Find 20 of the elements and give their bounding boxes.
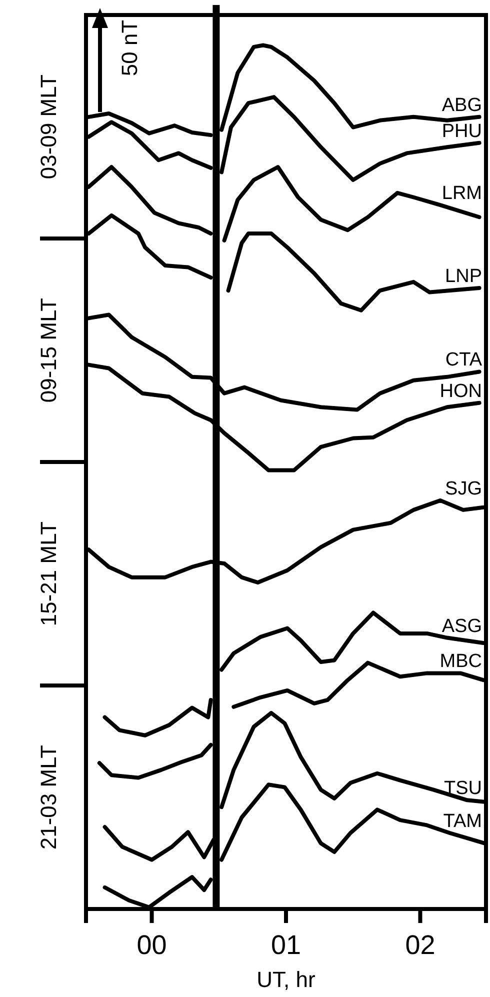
annotation: 50 nT — [117, 20, 142, 76]
series-label: HON — [440, 380, 482, 402]
text: 09-15 MLT — [36, 298, 61, 403]
x-tick-label: 01 — [270, 930, 302, 960]
series-label: SJG — [445, 478, 482, 500]
x-tick-label: 02 — [405, 930, 436, 960]
text: 15-21 MLT — [36, 521, 61, 626]
series-label: CTA — [445, 350, 482, 371]
series-label: LNP — [445, 266, 482, 287]
series-label: MBC — [440, 651, 482, 672]
text: 21-03 MLT — [36, 744, 61, 850]
series-label: PHU — [442, 120, 482, 142]
series-label: ABG — [442, 94, 482, 116]
series-label: TSU — [444, 778, 482, 800]
series-label: TAM — [443, 810, 482, 832]
x-axis-title: UT, hr — [256, 967, 316, 992]
text: 03-09 MLT — [36, 74, 61, 180]
series-label: ASG — [442, 616, 482, 637]
series-label: LRM — [442, 183, 482, 204]
x-tick-label: 00 — [136, 930, 167, 960]
